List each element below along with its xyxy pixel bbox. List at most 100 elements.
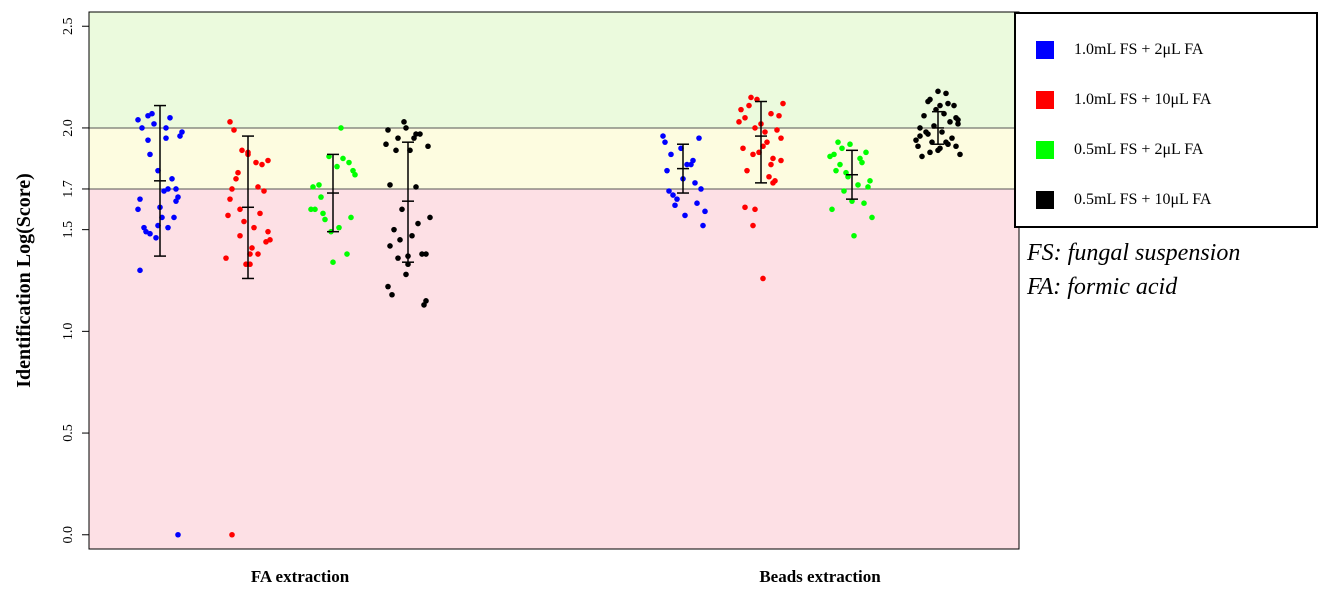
data-point-s4-g1-4 [395, 135, 401, 141]
data-point-s2-g2-6 [770, 155, 776, 162]
legend-label-2: 1.0mL FS + 10μL FA [1074, 91, 1212, 108]
data-point-s4-g2-31 [955, 121, 961, 127]
data-point-s1-g1-17 [169, 175, 175, 182]
data-point-s4-g2-15 [921, 112, 927, 119]
data-point-s2-g1-14 [241, 218, 247, 225]
data-point-s3-g1-9 [346, 159, 352, 166]
data-point-s4-g2-21 [951, 102, 957, 109]
data-point-s4-g1-8 [415, 220, 421, 227]
data-point-s4-g1-19 [401, 119, 407, 125]
note-fa: FA: formic acid [1027, 274, 1178, 300]
data-point-s2-g2-30 [752, 125, 758, 131]
data-point-s4-g1-1 [403, 125, 409, 131]
data-point-s4-g2-30 [927, 96, 933, 103]
data-point-s2-g1-28 [265, 157, 271, 164]
y-tick-label-5: 1.7 [61, 180, 76, 198]
data-point-s4-g2-28 [917, 125, 923, 131]
data-point-s1-g2-19 [666, 188, 672, 194]
data-point-s4-g2-23 [915, 143, 921, 150]
legend-swatch-2 [1036, 91, 1054, 109]
data-point-s3-g1-14 [348, 214, 354, 221]
data-point-s2-g1-27 [237, 232, 243, 239]
data-point-s2-g2-14 [764, 139, 770, 145]
zone-band-1 [89, 188, 1019, 549]
data-point-s4-g2-27 [935, 88, 941, 95]
data-point-s2-g2-29 [770, 180, 776, 186]
data-point-s2-g1-20 [225, 212, 231, 219]
data-point-s4-g1-12 [389, 291, 395, 298]
data-point-s2-g1-26 [255, 251, 261, 257]
data-point-s1-g1-2 [163, 125, 169, 131]
legend-swatch-3 [1036, 141, 1054, 159]
legend-swatch-1 [1036, 41, 1054, 59]
data-point-s4-g2-32 [937, 102, 943, 109]
data-point-s1-g2-2 [696, 135, 702, 141]
data-point-s2-g1-16 [251, 224, 257, 231]
data-point-s4-g1-30 [387, 182, 393, 188]
data-point-s2-g2-9 [762, 129, 768, 135]
legend-label-1: 1.0mL FS + 2μL FA [1074, 41, 1204, 58]
data-point-s2-g2-26 [778, 157, 784, 164]
data-point-s4-g2-13 [957, 151, 963, 158]
y-tick-label-3: 1.0 [61, 323, 76, 341]
data-point-s3-g2-16 [841, 188, 847, 194]
data-point-s2-g2-28 [742, 204, 748, 211]
data-point-s1-g1-32 [175, 531, 181, 538]
data-point-s1-g1-1 [135, 117, 141, 123]
legend-label-3: 0.5mL FS + 2μL FA [1074, 141, 1204, 158]
data-point-s4-g2-5 [917, 133, 923, 139]
data-point-s4-g1-9 [397, 237, 403, 243]
data-point-s3-g2-2 [863, 149, 869, 156]
data-point-s1-g2-10 [690, 157, 696, 164]
data-point-s4-g1-22 [393, 147, 399, 154]
data-point-s1-g2-15 [692, 180, 698, 186]
data-point-s2-g2-19 [766, 173, 772, 180]
data-point-s3-g1-11 [310, 184, 316, 190]
zone-band-3 [89, 12, 1019, 128]
data-point-s2-g1-12 [231, 127, 237, 133]
data-point-s2-g2-15 [746, 102, 752, 109]
data-point-s1-g1-3 [145, 137, 151, 143]
y-tick-label-1: 0.0 [61, 526, 76, 544]
data-point-s3-g2-20 [861, 200, 867, 207]
x-category-label-1: FA extraction [251, 567, 350, 586]
data-point-s1-g2-1 [668, 151, 674, 158]
data-point-s3-g2-19 [833, 167, 839, 174]
data-point-s2-g2-13 [736, 119, 742, 125]
data-point-s4-g2-6 [945, 141, 951, 148]
data-point-s1-g2-17 [702, 208, 708, 215]
data-point-s2-g1-21 [253, 159, 259, 166]
data-point-s3-g2-7 [865, 184, 871, 190]
data-point-s1-g1-25 [163, 135, 169, 141]
data-point-s1-g1-12 [167, 114, 173, 121]
data-point-s4-g1-28 [423, 298, 429, 304]
data-point-s2-g2-24 [768, 110, 774, 117]
data-point-s4-g2-29 [945, 100, 951, 107]
data-point-s2-g2-23 [740, 145, 746, 152]
data-point-s1-g2-4 [660, 133, 666, 139]
data-point-s2-g1-11 [249, 245, 255, 251]
data-point-s3-g1-8 [318, 194, 324, 200]
data-point-s3-g1-16 [312, 206, 318, 213]
data-point-s2-g2-8 [780, 100, 786, 107]
y-tick-label-7: 2.5 [61, 17, 76, 35]
data-point-s4-g2-26 [953, 114, 959, 121]
data-point-s1-g2-18 [684, 161, 690, 168]
data-point-s1-g1-20 [161, 188, 167, 194]
data-point-s1-g1-27 [173, 186, 179, 192]
data-point-s1-g2-11 [672, 202, 678, 209]
data-point-s2-g2-2 [750, 151, 756, 158]
data-point-s4-g2-20 [923, 129, 929, 135]
data-point-s3-g1-19 [350, 167, 356, 174]
legend-label-4: 0.5mL FS + 10μL FA [1074, 191, 1212, 208]
data-point-s4-g1-18 [419, 251, 425, 257]
data-point-s3-g2-1 [835, 139, 841, 145]
data-point-s1-g1-8 [147, 151, 153, 158]
data-point-s2-g2-1 [768, 161, 774, 168]
data-point-s4-g1-2 [385, 127, 391, 133]
data-point-s3-g1-7 [336, 224, 342, 231]
data-point-s1-g2-20 [694, 200, 700, 207]
data-point-s2-g1-13 [259, 161, 265, 168]
legend-item-1: 1.0mL FS + 2μL FA [1036, 38, 1203, 62]
